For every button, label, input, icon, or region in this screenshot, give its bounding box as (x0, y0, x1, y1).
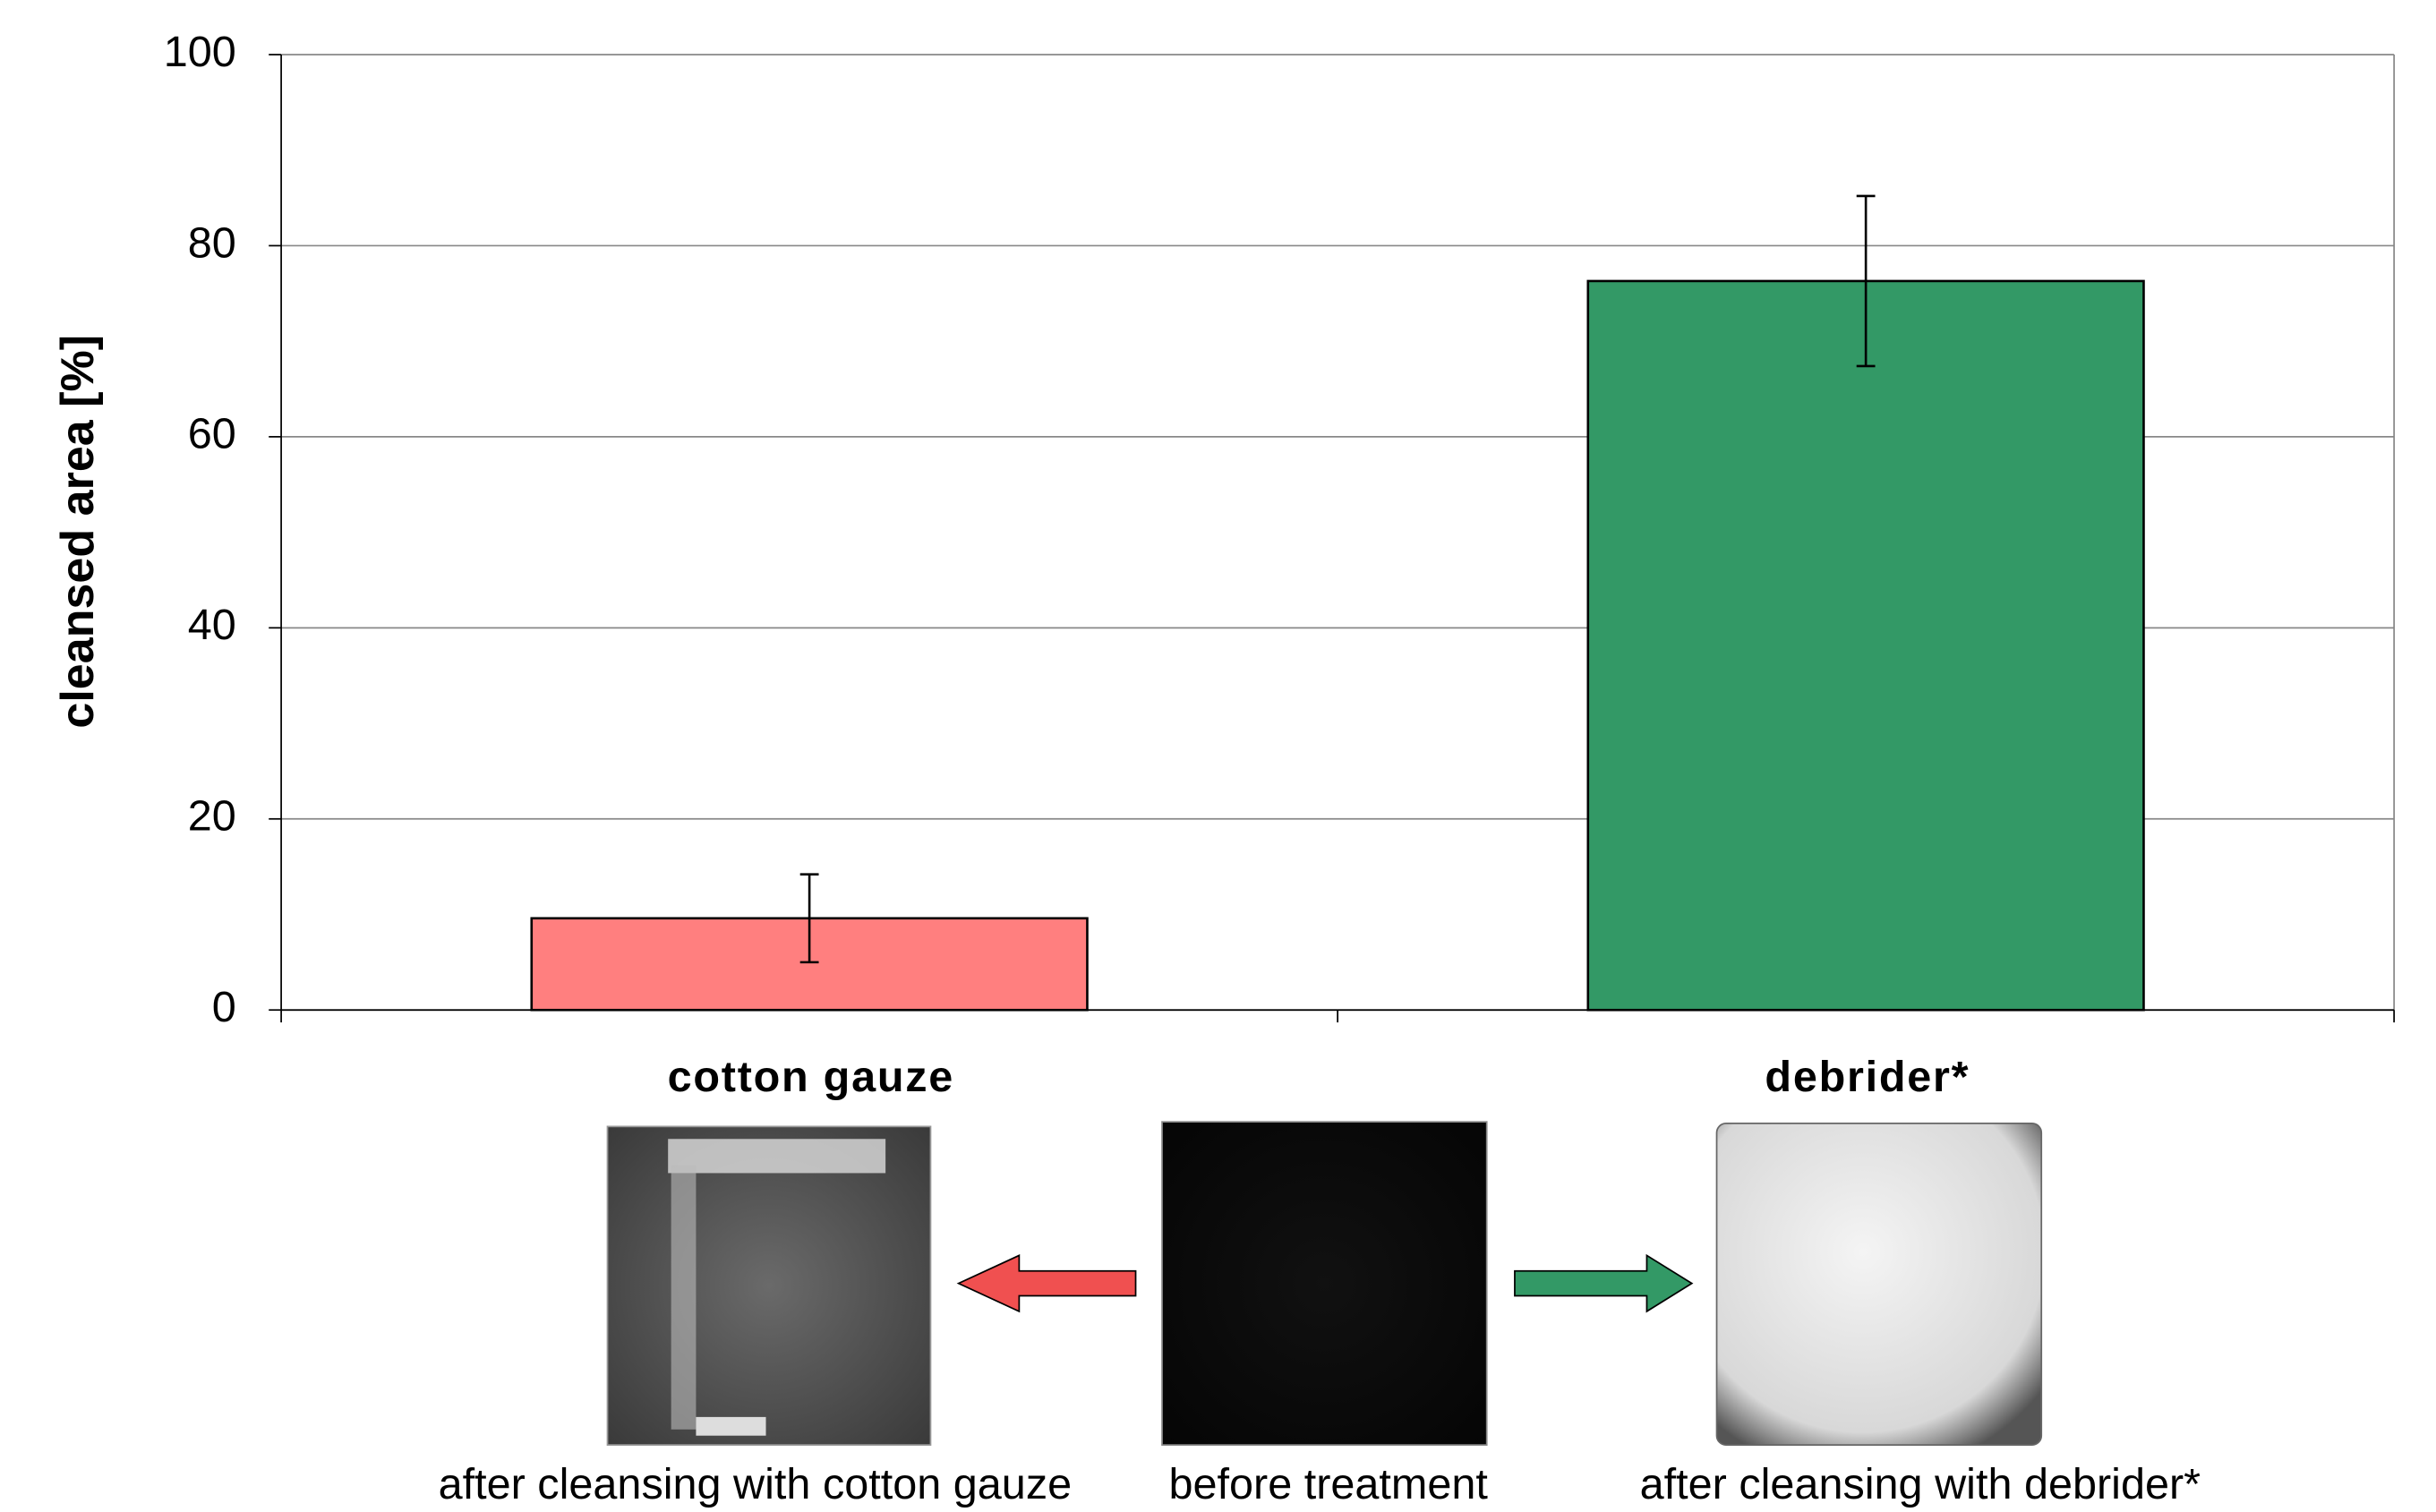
photo-detail (668, 1139, 886, 1174)
y-tick-label: 20 (188, 792, 236, 841)
arrow-right (1514, 1253, 1694, 1313)
y-tick-label: 60 (188, 410, 236, 458)
photo-detail (696, 1416, 766, 1436)
image-caption: before treatment (1168, 1460, 1488, 1508)
photo-debrider (1715, 1123, 2043, 1446)
y-tick-label: 40 (188, 601, 236, 649)
photo-before (1161, 1121, 1488, 1446)
photo-detail (671, 1165, 697, 1430)
y-axis-label: cleansed area [%] (52, 335, 104, 729)
image-caption: after cleansing with cotton gauze (439, 1460, 1073, 1508)
y-tick-label: 80 (188, 218, 236, 267)
photo-gauze (606, 1125, 932, 1446)
y-tick-label: 100 (164, 28, 236, 76)
y-tick-label: 0 (212, 983, 236, 1031)
image-caption: after cleansing with debrider* (1640, 1460, 2201, 1508)
photos (606, 1121, 2043, 1446)
bar (1586, 279, 2145, 1012)
x-tick-label: debrider* (1765, 1053, 1970, 1101)
x-tick-label: cotton gauze (668, 1053, 954, 1101)
arrow-left (956, 1254, 1137, 1313)
